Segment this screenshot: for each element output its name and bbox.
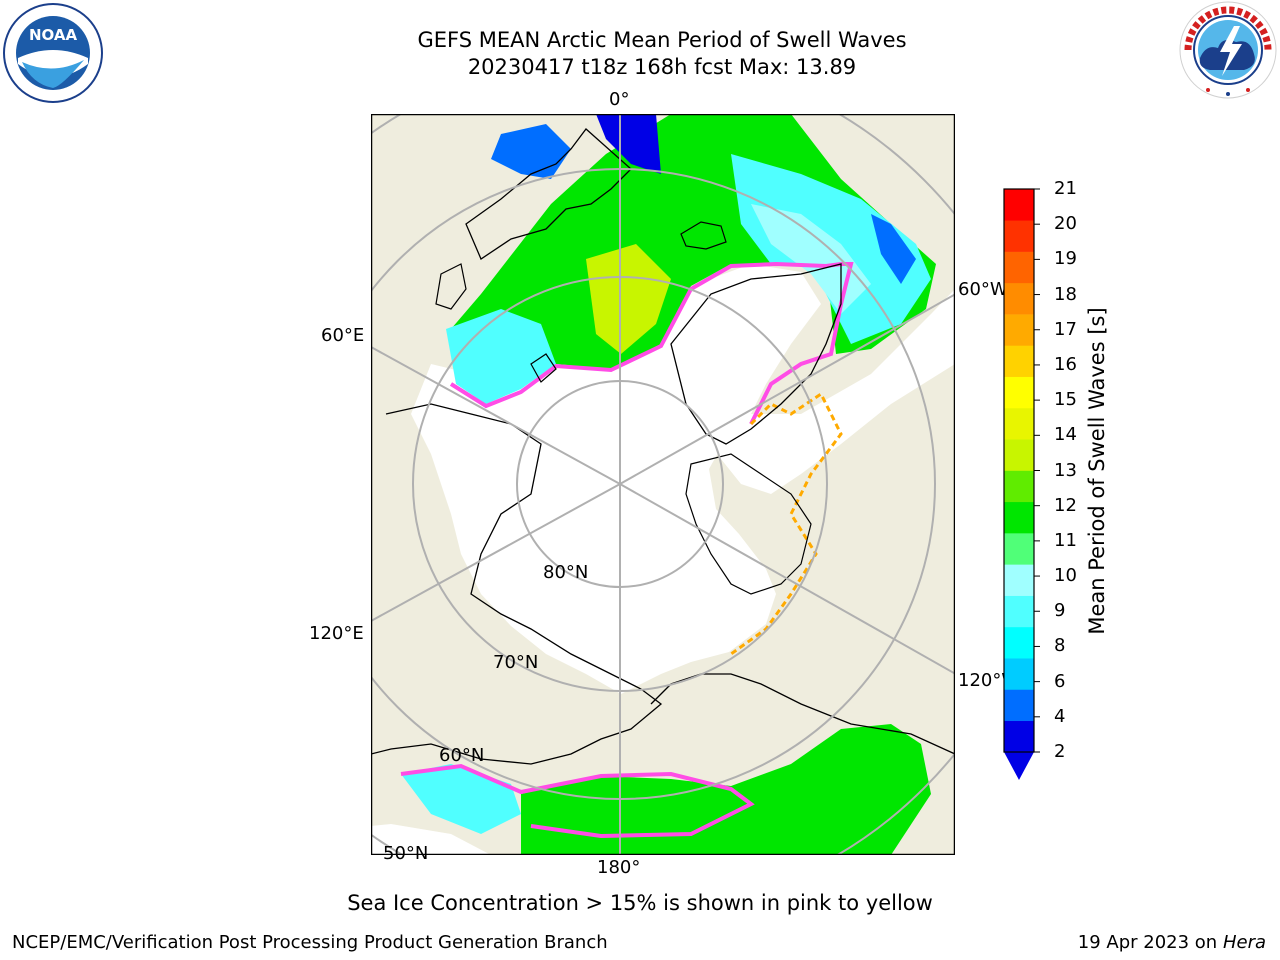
colorbar-band (1004, 626, 1034, 659)
colorbar-tick-label: 15 (1054, 389, 1077, 411)
lat-label-80: 80°N (543, 562, 589, 583)
lon-label-120e: 120°E (309, 623, 364, 644)
sea-ice-edge-atlantic (449, 261, 854, 425)
colorbar-tick-label: 12 (1054, 494, 1077, 516)
colorbar-band (1004, 345, 1034, 377)
meridian-60w (619, 293, 955, 485)
colorbar-tick-label: 11 (1054, 529, 1077, 551)
map-frame (371, 114, 955, 855)
colorbar-band (1004, 689, 1034, 722)
lat-label-50: 50°N (383, 843, 429, 864)
colorbar-band (1004, 251, 1034, 284)
colorbar-band (1004, 407, 1034, 440)
colorbar (998, 186, 1046, 786)
colorbar-band (1004, 314, 1034, 346)
colorbar-tick-label: 16 (1054, 353, 1077, 375)
polar-map (371, 114, 955, 855)
ocean-channel (701, 289, 955, 494)
nws-logo (1178, 0, 1280, 100)
colorbar-label: Mean Period of Swell Waves [s] (1085, 307, 1109, 635)
colorbar-tick-label: 9 (1054, 600, 1066, 622)
coastline-north-america (650, 673, 955, 755)
coastline-archipelago (685, 453, 812, 595)
swell-field-pacific-ice (371, 824, 491, 855)
colorbar-tick-label: 2 (1054, 741, 1066, 762)
coastline-eurasia (371, 403, 663, 765)
lon-label-60e: 60°E (321, 325, 365, 346)
colorbar-ticks (1034, 188, 1040, 753)
swell-field-cyan-west (446, 309, 556, 404)
colorbar-band (1004, 658, 1034, 690)
lon-label-180: 180° (597, 857, 641, 878)
lon-label-0: 0° (609, 89, 630, 110)
colorbar-band (1004, 189, 1034, 221)
colorbar-tick-label: 21 (1054, 178, 1077, 199)
swell-field-pacific-west (401, 764, 521, 834)
meridian-60e (371, 345, 621, 485)
colorbar-band (1004, 720, 1034, 753)
coastline-novaya-zemlya (435, 263, 467, 310)
noaa-logo-text: NOAA (29, 26, 78, 44)
noaa-logo: NOAA (2, 2, 104, 104)
swell-field-blue-nw (491, 124, 571, 179)
footer-branch: NCEP/EMC/Verification Post Processing Pr… (12, 932, 608, 953)
colorbar-tick-label: 18 (1054, 283, 1077, 305)
colorbar-tick-label: 14 (1054, 424, 1077, 446)
footer-host: Hera (1222, 932, 1266, 953)
swell-field-blue (596, 114, 661, 174)
footer-date: 19 Apr 2023 on Hera (1078, 932, 1266, 953)
footer-date-text: 19 Apr 2023 on (1077, 932, 1223, 953)
colorbar-band (1004, 533, 1034, 565)
colorbar-band (1004, 220, 1034, 252)
colorbar-band (1004, 564, 1034, 596)
coastline-greenland (670, 263, 842, 445)
sea-ice-edge-east (730, 391, 843, 656)
colorbar-tick-label: 10 (1054, 565, 1077, 587)
graticule (371, 114, 955, 855)
colorbar-bands (1004, 189, 1034, 753)
colorbar-band (1004, 282, 1034, 315)
coastline-svalbard (530, 353, 557, 383)
sea-ice-edge-pacific (400, 763, 755, 839)
lat-label-70: 70°N (493, 652, 539, 673)
chart-subtitle: 20230417 t18z 168h fcst Max: 13.89 (467, 55, 857, 79)
colorbar-band (1004, 376, 1034, 409)
lon-label-60w: 60°W (958, 279, 1008, 300)
chart-title: GEFS MEAN Arctic Mean Period of Swell Wa… (417, 28, 907, 52)
colorbar-band (1004, 595, 1034, 628)
colorbar-tick-label: 17 (1054, 318, 1077, 340)
colorbar-tick-label: 20 (1054, 213, 1077, 235)
colorbar-underflow-triangle (1004, 752, 1034, 780)
meridian-120e (371, 483, 621, 623)
colorbar-band (1004, 439, 1034, 471)
colorbar-tick-label: 19 (1054, 248, 1077, 270)
colorbar-band (1004, 470, 1034, 503)
colorbar-tick-label: 6 (1054, 670, 1066, 692)
lat-label-60: 60°N (439, 745, 485, 766)
colorbar-tick-label: 8 (1054, 635, 1066, 657)
coastline-iceland (680, 221, 727, 250)
colorbar-tick-label: 13 (1054, 459, 1077, 481)
swell-field-yellowgreen (586, 244, 671, 354)
colorbar-tick-label: 4 (1054, 705, 1066, 727)
meridian-120w (619, 483, 955, 675)
colorbar-band (1004, 501, 1034, 534)
sea-ice-footnote: Sea Ice Concentration > 15% is shown in … (347, 891, 933, 915)
swell-field-blue-ne (871, 214, 916, 284)
